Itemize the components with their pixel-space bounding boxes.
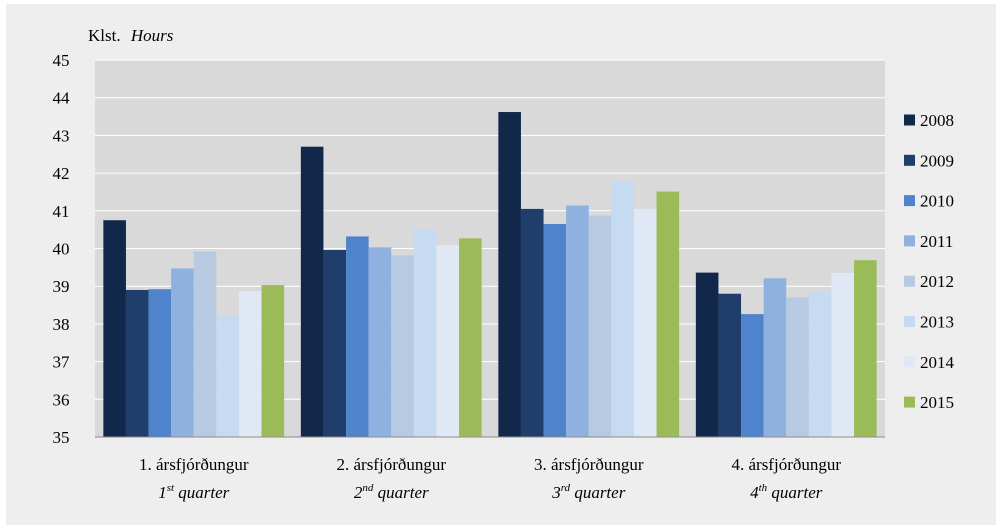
quarter-suffix: th — [759, 482, 768, 494]
y-tick-label: 40 — [53, 240, 70, 259]
bar-2011-q3 — [566, 205, 589, 437]
bar-2011-q1 — [171, 268, 194, 437]
quarter-number: 3 — [551, 483, 561, 502]
bar-2013-q2 — [413, 229, 437, 437]
legend-label-2010: 2010 — [920, 192, 954, 211]
quarter-word: quarter — [174, 483, 230, 502]
y-axis-unit-is: Klst. — [88, 26, 121, 45]
quarter-word: quarter — [373, 483, 429, 502]
x-category-label-en: 3rd quarter — [551, 482, 626, 502]
bar-2008-q3 — [498, 112, 521, 437]
y-tick-label: 38 — [53, 315, 70, 334]
legend-label-2008: 2008 — [920, 111, 954, 130]
bar-2010-q4 — [741, 314, 764, 437]
bar-2015-q4 — [854, 260, 877, 437]
bar-2009-q1 — [125, 289, 149, 437]
chart-frame: 35 36 37 38 39 40 41 42 43 44 45 1. ársfjórðungur 1… — [6, 4, 996, 525]
bar-2012-q3 — [588, 215, 612, 437]
legend-swatch-2008 — [904, 114, 915, 126]
y-tick-label: 39 — [53, 277, 70, 296]
bar-2009-q4 — [718, 293, 742, 437]
bar-2015-q1 — [261, 285, 285, 437]
bar-2014-q1 — [238, 291, 262, 437]
bar-2012-q4 — [786, 297, 809, 437]
bar-2010-q3 — [543, 223, 567, 437]
bar-2009-q3 — [520, 208, 544, 437]
bar-2010-q2 — [346, 236, 369, 437]
quarter-number: 2 — [354, 483, 363, 502]
x-category-label-is: 2. ársfjórðungur — [336, 455, 446, 474]
x-axis-labels: 1. ársfjórðungur 1st quarter 2. ársfjórðun… — [139, 455, 841, 502]
quarter-suffix: nd — [362, 482, 374, 494]
quarter-suffix: rd — [561, 482, 571, 494]
legend-label-2011: 2011 — [920, 232, 953, 251]
y-axis-unit-en: Hours — [130, 26, 174, 45]
bar-2009-q2 — [323, 250, 347, 437]
y-tick-label: 36 — [53, 390, 70, 409]
y-tick-label: 43 — [53, 126, 70, 145]
bar-2013-q4 — [808, 290, 832, 437]
bar-2011-q2 — [368, 247, 392, 437]
quarter-suffix: st — [167, 482, 175, 494]
x-category-label-en: 4th quarter — [750, 482, 823, 502]
bar-2014-q4 — [831, 273, 855, 437]
y-axis-unit: Klst. Hours — [88, 26, 174, 45]
bars — [95, 112, 885, 438]
legend-label-2012: 2012 — [920, 272, 954, 291]
x-category-label-en: 1st quarter — [158, 482, 229, 502]
legend-swatch-2009 — [904, 154, 915, 166]
bar-2013-q3 — [611, 181, 634, 437]
legend-label-2015: 2015 — [920, 393, 954, 412]
x-category-label-is: 1. ársfjórðungur — [139, 455, 249, 474]
legend-swatch-2011 — [904, 235, 915, 247]
y-tick-label: 44 — [53, 89, 71, 108]
y-tick-label: 42 — [53, 164, 70, 183]
bar-2012-q1 — [193, 251, 217, 437]
legend-swatch-2013 — [904, 316, 915, 327]
bar-2014-q3 — [633, 208, 657, 437]
legend-swatch-2014 — [904, 356, 915, 368]
legend-label-2014: 2014 — [920, 353, 955, 372]
legend-swatch-2015 — [904, 396, 915, 408]
y-tick-label: 37 — [53, 353, 71, 372]
bar-2012-q2 — [391, 255, 414, 437]
y-tick-label: 45 — [53, 51, 70, 70]
quarter-number: 1 — [158, 483, 167, 502]
bar-2014-q2 — [436, 245, 460, 437]
quarter-number: 4 — [750, 483, 759, 502]
y-axis-ticks: 35 36 37 38 39 40 41 42 43 44 45 — [53, 51, 71, 447]
legend: 2008 2009 2010 2011 2012 2013 2014 2015 — [904, 111, 955, 412]
bar-2015-q3 — [656, 191, 680, 437]
bar-2010-q1 — [148, 289, 172, 437]
legend-swatch-2010 — [904, 195, 915, 207]
bar-2008-q4 — [695, 272, 719, 437]
quarter-word: quarter — [767, 483, 823, 502]
bar-2008-q1 — [103, 220, 126, 437]
quarter-word: quarter — [570, 483, 626, 502]
bar-2008-q2 — [300, 146, 324, 437]
legend-swatch-2012 — [904, 275, 915, 287]
x-category-label-en: 2nd quarter — [354, 482, 429, 502]
legend-label-2009: 2009 — [920, 151, 954, 170]
y-tick-label: 35 — [53, 428, 70, 447]
legend-label-2013: 2013 — [920, 313, 954, 332]
y-tick-label: 41 — [53, 202, 70, 221]
bar-2013-q1 — [216, 316, 239, 437]
bar-2015-q2 — [459, 238, 482, 437]
x-category-label-is: 3. ársfjórðungur — [534, 455, 644, 474]
x-category-label-is: 4. ársfjórðungur — [731, 455, 841, 474]
bar-2011-q4 — [763, 278, 787, 437]
